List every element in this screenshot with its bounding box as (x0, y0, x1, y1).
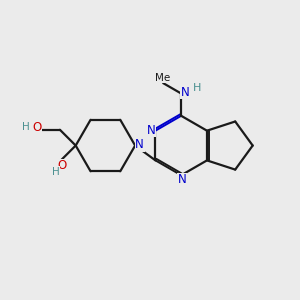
Text: N: N (147, 124, 155, 136)
Text: N: N (180, 86, 189, 99)
Text: H: H (193, 83, 201, 93)
Text: Me: Me (155, 73, 170, 83)
Text: O: O (32, 121, 42, 134)
Text: N: N (135, 138, 144, 152)
Text: O: O (57, 159, 66, 172)
Text: H: H (52, 167, 59, 176)
Text: N: N (177, 173, 186, 186)
Text: H: H (22, 122, 29, 132)
